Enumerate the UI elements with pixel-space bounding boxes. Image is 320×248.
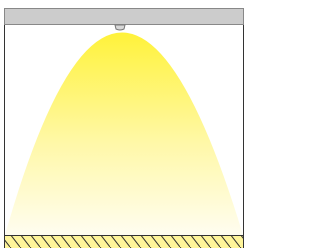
page: (() => { const data = JSON.parse(documen… [0, 0, 320, 248]
illustration [0, 0, 246, 248]
light-fixture [115, 25, 125, 30]
floor [5, 236, 244, 248]
ceiling [5, 9, 244, 25]
